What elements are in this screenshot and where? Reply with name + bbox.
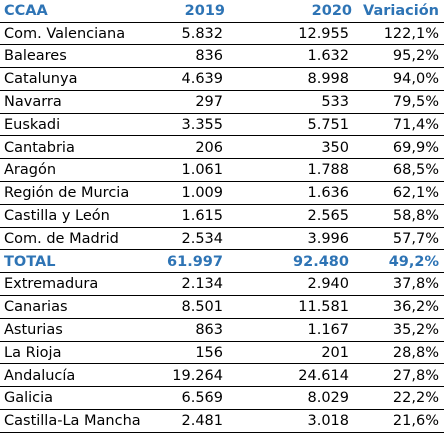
cell-2020: 201 [321,344,349,361]
cell-2019: 1.009 [181,185,223,202]
cell-2019: 863 [195,321,223,338]
cell-ccaa: Com. Valenciana [4,25,126,42]
cell-ccaa: Baleares [4,48,67,65]
cell-variacion: 57,7% [392,230,439,247]
cell-2020: 533 [321,93,349,110]
cell-ccaa: Navarra [4,93,62,110]
cell-variacion: 49,2% [388,253,439,270]
cell-2020: 1.636 [307,185,349,202]
cell-variacion: 35,2% [392,321,439,338]
cell-2020: 24.614 [298,367,349,384]
cell-2019: 6.569 [181,390,223,407]
cell-2019: 2.534 [181,230,223,247]
cell-2019: 156 [195,344,223,361]
cell-variacion: 21,6% [392,413,439,430]
cell-2019: 5.832 [181,25,223,42]
cell-2019: 206 [195,139,223,156]
cell-2020: 5.751 [307,116,349,133]
table-row: Extremadura 2.134 2.940 37,8% [0,273,444,297]
cell-ccaa: Asturias [4,321,63,338]
header-2019: 2019 [184,3,225,19]
cell-variacion: 94,0% [392,71,439,88]
cell-variacion: 58,8% [392,207,439,224]
cell-ccaa: Castilla y León [4,207,110,224]
table-header-row: CCAA 2019 2020 Variación [0,0,444,23]
cell-variacion: 27,8% [392,367,439,384]
table-row: La Rioja 156 201 28,8% [0,342,444,365]
cell-2020: 2.565 [307,207,349,224]
header-ccaa: CCAA [4,3,48,19]
cell-2020: 1.788 [307,162,349,179]
cell-2019: 19.264 [172,367,223,384]
table-row: Euskadi 3.355 5.751 71,4% [0,114,444,137]
table-row-total: TOTAL 61.997 92.480 49,2% [0,251,444,274]
cell-variacion: 68,5% [392,162,439,179]
cell-variacion: 71,4% [392,116,439,133]
cell-ccaa: Galicia [4,390,54,407]
cell-2019: 4.639 [181,71,223,88]
cell-variacion: 22,2% [392,390,439,407]
cell-ccaa: Canarias [4,299,68,316]
cell-2020: 2.940 [307,276,349,293]
cell-2019: 8.501 [181,299,223,316]
cell-2019: 2.134 [181,276,223,293]
cell-2020: 11.581 [298,299,349,316]
table-row: Castilla-La Mancha 2.481 3.018 21,6% [0,410,444,433]
cell-ccaa: Com. de Madrid [4,230,119,247]
cell-ccaa: Aragón [4,162,57,179]
cell-variacion: 28,8% [392,344,439,361]
cell-variacion: 37,8% [392,276,439,293]
table-row: Baleares 836 1.632 95,2% [0,45,444,69]
cell-variacion: 95,2% [392,48,439,65]
cell-2020: 12.955 [298,25,349,42]
cell-2019: 836 [195,48,223,65]
cell-2020: 350 [321,139,349,156]
table-row: Aragón 1.061 1.788 68,5% [0,159,444,183]
table-row: Galicia 6.569 8.029 22,2% [0,387,444,411]
table-row: Canarias 8.501 11.581 36,2% [0,296,444,319]
cell-2020: 8.998 [307,71,349,88]
cell-ccaa: Región de Murcia [4,185,130,202]
cell-2020: 92.480 [293,253,349,270]
cell-2020: 1.632 [307,48,349,65]
cell-variacion: 122,1% [383,25,439,42]
table-row: Com. Valenciana 5.832 12.955 122,1% [0,23,444,46]
cell-ccaa: Catalunya [4,71,78,88]
cell-ccaa: La Rioja [4,344,62,361]
table-row: Com. de Madrid 2.534 3.996 57,7% [0,228,444,251]
cell-ccaa: Euskadi [4,116,61,133]
cell-ccaa: TOTAL [4,253,56,270]
table-row: Región de Murcia 1.009 1.636 62,1% [0,182,444,205]
table-row: Cantabria 206 350 69,9% [0,137,444,160]
cell-variacion: 69,9% [392,139,439,156]
cell-2020: 3.996 [307,230,349,247]
cell-ccaa: Andalucía [4,367,76,384]
cell-ccaa: Extremadura [4,276,99,293]
table-row: Andalucía 19.264 24.614 27,8% [0,365,444,388]
cell-2019: 1.061 [181,162,223,179]
cell-variacion: 62,1% [392,185,439,202]
cell-2020: 3.018 [307,413,349,430]
cell-ccaa: Cantabria [4,139,75,156]
table-row: Catalunya 4.639 8.998 94,0% [0,68,444,91]
cell-2019: 1.615 [181,207,223,224]
cell-ccaa: Castilla-La Mancha [4,413,141,430]
table-row: Navarra 297 533 79,5% [0,91,444,114]
cell-2019: 61.997 [167,253,223,270]
cell-2019: 297 [195,93,223,110]
table-row: Asturias 863 1.167 35,2% [0,319,444,342]
header-2020: 2020 [311,3,352,19]
cell-variacion: 79,5% [392,93,439,110]
cell-2019: 3.355 [181,116,223,133]
cell-2019: 2.481 [181,413,223,430]
cell-2020: 1.167 [307,321,349,338]
cell-variacion: 36,2% [392,299,439,316]
header-variacion: Variación [363,3,439,19]
cell-2020: 8.029 [307,390,349,407]
table-row: Castilla y León 1.615 2.565 58,8% [0,205,444,228]
